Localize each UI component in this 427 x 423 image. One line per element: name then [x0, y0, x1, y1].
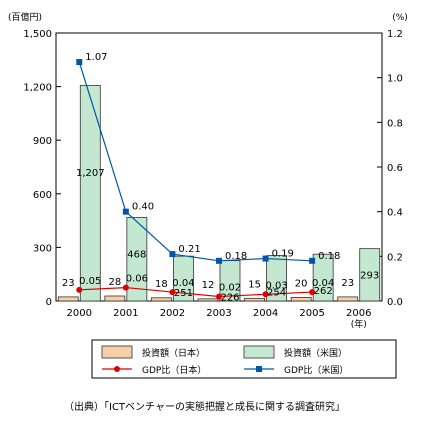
left-axis-tick-label: 900: [33, 136, 52, 147]
bar-usa: [359, 248, 381, 302]
data-label-line-usa: 0.21: [178, 244, 200, 255]
data-label-bar-usa: 251: [174, 288, 193, 299]
legend-label: 投資額（米国）: [284, 347, 347, 359]
data-label-line-usa: 1.07: [85, 52, 107, 63]
right-axis-tick-label: 1.0: [387, 74, 403, 85]
marker-usa: [122, 208, 129, 215]
data-label-line-usa: 0.18: [318, 251, 340, 262]
bar-japan: [290, 297, 312, 302]
data-label-bar-japan: 23: [62, 278, 75, 289]
marker-usa: [309, 257, 316, 264]
bar-japan: [57, 296, 79, 302]
left-axis-tick-label: 600: [33, 190, 52, 201]
data-label-bar-usa: 226: [220, 293, 239, 304]
marker-japan: [122, 284, 129, 291]
bar-japan: [244, 297, 265, 302]
data-label-bar-japan: 28: [108, 277, 121, 288]
marker-japan: [169, 289, 176, 296]
left-axis-tick-label: 0: [46, 297, 52, 308]
marker-usa: [76, 59, 83, 66]
data-label-bar-japan: 12: [202, 280, 215, 291]
left-axis-tick-label: 1,500: [23, 29, 52, 40]
data-label-bar-japan: 15: [248, 279, 261, 290]
marker-usa: [262, 255, 269, 262]
data-label-bar-usa: 468: [127, 249, 146, 260]
right-axis-tick-label: 0.4: [387, 208, 403, 219]
left-axis-unit: (百億円): [8, 11, 42, 23]
data-label-line-japan: 0.04: [312, 278, 334, 289]
data-label-line-japan: 0.06: [126, 274, 148, 285]
bar-japan: [197, 298, 219, 302]
x-axis-tick-label: 2000: [67, 308, 92, 319]
bar-usa: [126, 216, 148, 302]
bar-usa: [266, 255, 287, 302]
data-label-bar-japan: 23: [341, 278, 354, 289]
marker-usa: [216, 257, 222, 264]
line-usa: [78, 61, 313, 262]
legend-marker: [256, 366, 262, 372]
data-label-line-japan: 0.04: [172, 278, 194, 289]
data-label-line-usa: 0.40: [132, 202, 154, 213]
marker-japan: [216, 293, 222, 300]
x-axis-tick-label: 2003: [206, 308, 231, 319]
legend-label: GDP比（米国）: [284, 364, 348, 376]
data-label-line-japan: 0.05: [79, 276, 101, 287]
right-axis-tick-label: 0.2: [387, 252, 403, 263]
right-axis-tick-label: 1.2: [387, 29, 403, 40]
right-axis-unit: (%): [392, 13, 408, 23]
data-label-bar-japan: 18: [155, 279, 168, 290]
marker-japan: [76, 286, 83, 293]
x-axis-tick-label: 2005: [299, 308, 324, 319]
data-label-bar-usa: 254: [267, 288, 286, 299]
data-label-bar-usa: 293: [360, 271, 379, 282]
legend-swatch: [243, 345, 275, 359]
marker-japan: [309, 289, 316, 296]
x-axis-unit: (年): [351, 318, 367, 330]
source-note: （出典）「ICTベンチャーの実態把握と成長に関する調査研究」: [64, 402, 345, 413]
bar-japan: [104, 295, 126, 302]
legend-marker: [114, 366, 120, 372]
data-label-line-japan: 0.02: [219, 283, 241, 294]
left-axis-tick-label: 1,200: [23, 83, 52, 94]
line-japan: [79, 286, 313, 298]
right-axis-tick-label: 0.0: [387, 297, 403, 308]
x-axis-tick-label: 2002: [160, 308, 185, 319]
right-axis-tick-label: 0.6: [387, 163, 403, 174]
bar-japan: [337, 296, 359, 302]
bar-usa: [312, 253, 334, 302]
data-label-line-japan: 0.03: [265, 280, 287, 291]
marker-japan: [262, 291, 269, 298]
legend-swatch: [101, 345, 133, 359]
data-label-bar-japan: 20: [295, 278, 308, 289]
legend-label: 投資額（日本）: [142, 347, 205, 359]
marker-usa: [169, 251, 176, 258]
right-axis-tick-label: 0.8: [387, 118, 403, 129]
data-label-bar-usa: 1,207: [76, 168, 105, 179]
bar-japan: [151, 297, 172, 302]
legend-label: GDP比（日本）: [142, 364, 206, 376]
x-axis-tick-label: 2004: [253, 308, 278, 319]
data-label-line-usa: 0.19: [272, 249, 294, 260]
data-label-bar-usa: 262: [314, 286, 333, 297]
data-label-line-usa: 0.18: [225, 251, 247, 262]
bar-usa: [79, 84, 101, 302]
x-axis-tick-label: 2001: [113, 308, 138, 319]
x-axis-tick-label: 2006: [346, 308, 371, 319]
left-axis-tick-label: 300: [33, 243, 52, 254]
